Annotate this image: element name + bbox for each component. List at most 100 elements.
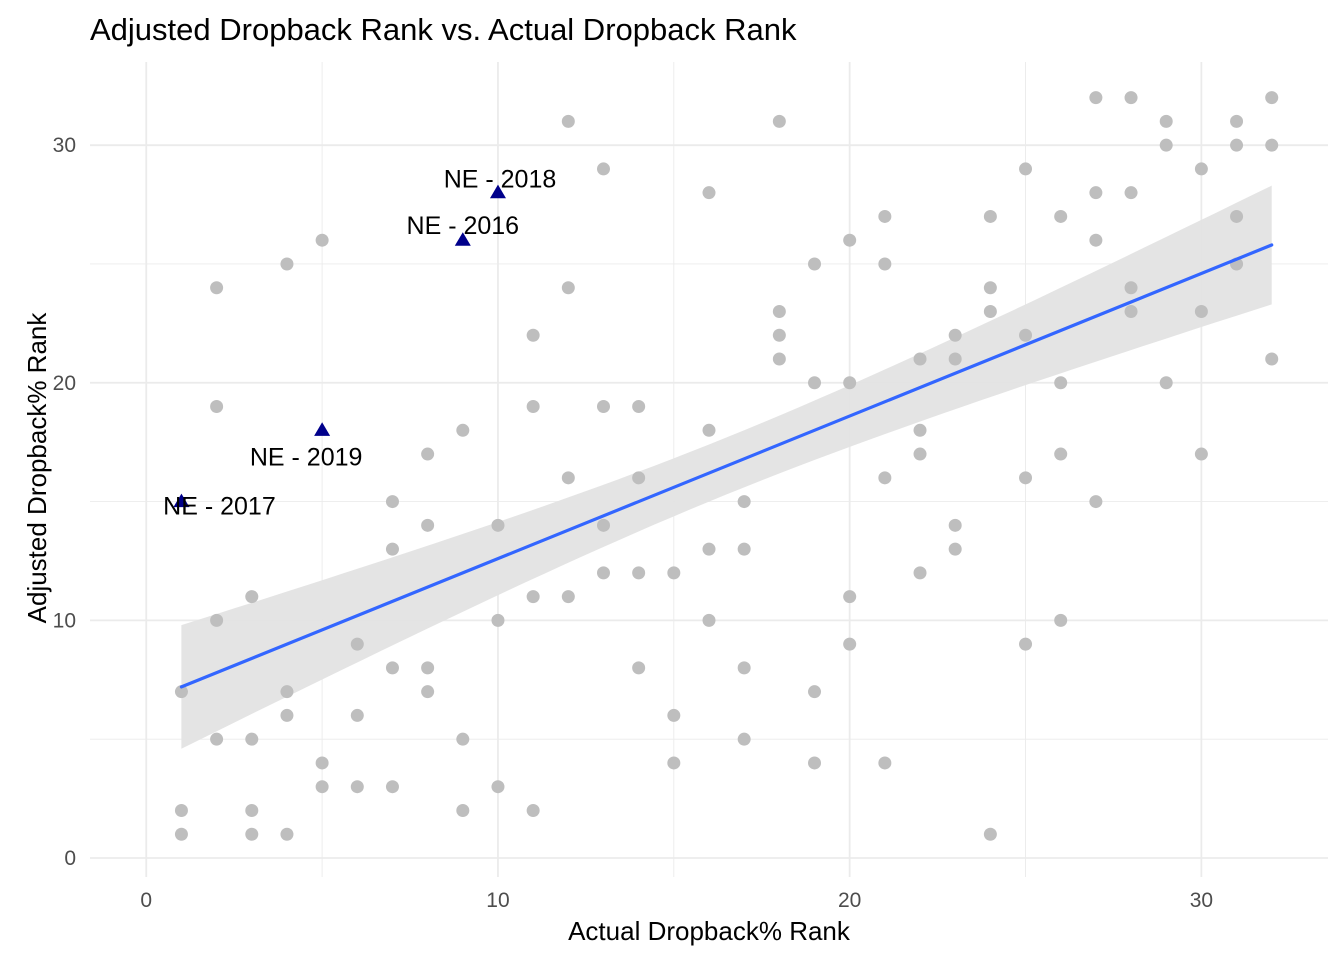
data-point xyxy=(667,708,681,722)
data-point xyxy=(808,756,822,770)
data-point xyxy=(983,281,997,295)
data-point xyxy=(245,732,259,746)
data-point xyxy=(983,209,997,223)
data-point xyxy=(280,685,294,699)
data-point xyxy=(772,114,786,128)
data-point xyxy=(1089,186,1103,200)
trend-line xyxy=(179,243,1274,689)
data-point xyxy=(878,209,892,223)
data-point xyxy=(772,304,786,318)
data-point xyxy=(808,257,822,271)
data-point xyxy=(632,471,646,485)
data-point xyxy=(491,613,505,627)
data-point xyxy=(632,566,646,580)
data-point xyxy=(456,803,470,817)
data-point xyxy=(1054,613,1068,627)
highlight-marker xyxy=(314,422,331,436)
data-point xyxy=(772,352,786,366)
data-point xyxy=(210,281,224,295)
data-point xyxy=(1089,233,1103,247)
data-point xyxy=(632,661,646,675)
data-point xyxy=(456,732,470,746)
data-point xyxy=(526,803,540,817)
data-point xyxy=(210,732,224,746)
data-point xyxy=(913,352,927,366)
trend-line-path xyxy=(179,243,1274,689)
data-point xyxy=(315,756,329,770)
data-point xyxy=(561,281,575,295)
point-label: NE - 2017 xyxy=(163,493,276,521)
data-point xyxy=(491,518,505,532)
data-point xyxy=(667,566,681,580)
data-point xyxy=(385,495,399,509)
data-point xyxy=(280,257,294,271)
x-tick-label: 20 xyxy=(838,889,861,912)
data-point xyxy=(350,637,364,651)
data-point xyxy=(210,613,224,627)
data-point xyxy=(526,328,540,342)
data-point xyxy=(456,423,470,437)
x-tick-label: 0 xyxy=(140,889,152,912)
data-point xyxy=(843,376,857,390)
data-point xyxy=(1194,162,1208,176)
point-label: NE - 2016 xyxy=(407,212,520,240)
data-point xyxy=(1124,186,1138,200)
data-point xyxy=(702,542,716,556)
data-point xyxy=(561,590,575,604)
data-point xyxy=(1054,209,1068,223)
data-point xyxy=(1265,352,1279,366)
data-point xyxy=(1019,162,1033,176)
data-point xyxy=(596,162,610,176)
data-point xyxy=(948,352,962,366)
data-point xyxy=(702,613,716,627)
data-point xyxy=(1194,447,1208,461)
data-point xyxy=(421,661,435,675)
data-point xyxy=(385,542,399,556)
x-tick-label: 10 xyxy=(486,889,509,912)
data-point xyxy=(596,566,610,580)
data-point xyxy=(421,447,435,461)
point-labels: NE - 2018 NE - 2016 NE - 2019 NE - 2017 xyxy=(163,166,556,521)
data-point xyxy=(843,590,857,604)
data-point xyxy=(561,114,575,128)
data-point xyxy=(315,780,329,794)
data-point xyxy=(808,685,822,699)
y-tick-label: 20 xyxy=(53,372,76,395)
point-label: NE - 2018 xyxy=(444,166,557,194)
data-point xyxy=(1159,114,1173,128)
data-point xyxy=(245,590,259,604)
data-point xyxy=(1159,138,1173,152)
data-point xyxy=(737,732,751,746)
data-point xyxy=(772,328,786,342)
data-point xyxy=(561,471,575,485)
y-axis-label: Adjusted Dropback% Rank xyxy=(22,312,52,624)
data-point xyxy=(913,566,927,580)
data-point xyxy=(526,400,540,414)
data-point xyxy=(1124,91,1138,105)
data-point xyxy=(1194,304,1208,318)
data-point xyxy=(1265,91,1279,105)
data-points xyxy=(174,91,1279,841)
data-point xyxy=(878,471,892,485)
data-point xyxy=(983,827,997,841)
data-point xyxy=(245,827,259,841)
highlight-marker xyxy=(454,232,471,246)
data-point xyxy=(737,542,751,556)
data-point xyxy=(491,780,505,794)
x-axis-tick-labels: 0 10 20 30 xyxy=(140,889,1213,912)
data-point xyxy=(1054,447,1068,461)
data-point xyxy=(808,376,822,390)
y-axis-tick-labels: 0 10 20 30 xyxy=(53,134,76,870)
data-point xyxy=(596,518,610,532)
data-point xyxy=(385,780,399,794)
data-point xyxy=(983,304,997,318)
data-point xyxy=(1230,114,1244,128)
data-point xyxy=(421,518,435,532)
highlight-marker xyxy=(489,184,506,199)
data-point xyxy=(315,233,329,247)
data-point xyxy=(878,257,892,271)
data-point xyxy=(174,685,188,699)
data-point xyxy=(667,756,681,770)
x-tick-label: 30 xyxy=(1190,889,1213,912)
y-tick-label: 0 xyxy=(64,847,76,870)
